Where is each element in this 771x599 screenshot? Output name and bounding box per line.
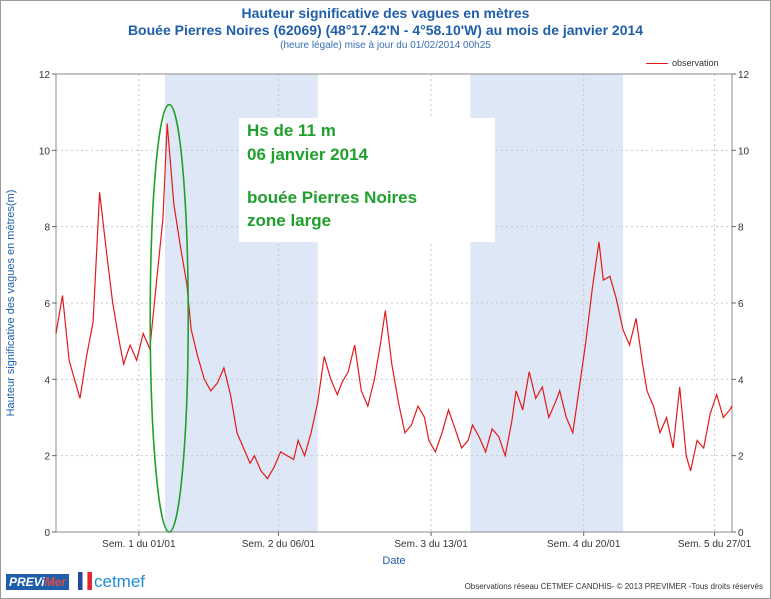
french-flag-icon bbox=[78, 572, 92, 590]
x-tick-label-4: Sem. 5 du 27/01 bbox=[678, 539, 752, 550]
y-tick-left-label-6: 12 bbox=[39, 70, 51, 81]
annotation-line-height: Hs de 11 m bbox=[247, 121, 336, 140]
y-tick-right-label-6: 12 bbox=[738, 70, 750, 81]
chart-subtitle-station: Bouée Pierres Noires (62069) (48°17.42'N… bbox=[127, 22, 644, 38]
cetmef-logo: cetmef bbox=[94, 572, 146, 591]
chart-update-time: (heure légale) mise à jour du 01/02/2014… bbox=[280, 40, 491, 51]
x-tick-label-1: Sem. 2 du 06/01 bbox=[242, 539, 316, 550]
y-tick-right-label-0: 0 bbox=[738, 528, 744, 539]
copyright-text: Observations réseau CETMEF CANDHIS- © 20… bbox=[464, 582, 763, 591]
x-axis-label: Date bbox=[382, 555, 405, 567]
logo-mer-text: Mer bbox=[44, 575, 66, 589]
y-tick-right-label-5: 10 bbox=[738, 146, 750, 157]
previmer-logo: PREViMer bbox=[6, 574, 69, 590]
legend: observation bbox=[646, 58, 719, 68]
y-ticks-right: 0 2 4 6 8 10 12 bbox=[732, 70, 750, 539]
y-axis-label: Hauteur significative des vagues en mètr… bbox=[5, 190, 17, 417]
x-tick-label-0: Sem. 1 du 01/01 bbox=[102, 539, 176, 550]
chart-title: Hauteur significative des vagues en mètr… bbox=[241, 5, 530, 21]
y-tick-right-label-4: 8 bbox=[738, 223, 744, 234]
y-tick-left-label-5: 10 bbox=[39, 146, 51, 157]
y-tick-left-label-3: 6 bbox=[44, 299, 50, 310]
x-ticks: Sem. 1 du 01/01 Sem. 2 du 06/01 Sem. 3 du … bbox=[102, 532, 752, 550]
series-line-observation bbox=[55, 123, 733, 480]
y-ticks-left: 0 2 4 6 8 10 12 bbox=[39, 70, 56, 539]
y-tick-right-label-3: 6 bbox=[738, 299, 744, 310]
y-tick-left-label-1: 2 bbox=[44, 452, 50, 463]
legend-swatch-observation bbox=[646, 63, 668, 65]
annotation-line-buoy: bouée Pierres Noires bbox=[247, 188, 418, 207]
y-tick-left-label-0: 0 bbox=[44, 528, 50, 539]
legend-label-observation: observation bbox=[672, 58, 719, 68]
x-tick-label-3: Sem. 4 du 20/01 bbox=[547, 539, 621, 550]
annotation-box bbox=[239, 118, 495, 242]
y-tick-right-label-1: 2 bbox=[738, 452, 744, 463]
annotation-line-date: 06 janvier 2014 bbox=[247, 145, 368, 164]
y-tick-right-label-2: 4 bbox=[738, 375, 744, 386]
x-tick-label-2: Sem. 3 du 13/01 bbox=[394, 539, 468, 550]
annotation-line-zone: zone large bbox=[247, 211, 332, 230]
logo-previ-text: PREVi bbox=[9, 575, 45, 589]
y-tick-left-label-2: 4 bbox=[44, 375, 50, 386]
y-tick-left-label-4: 8 bbox=[44, 223, 50, 234]
highlight-ellipse bbox=[149, 103, 190, 533]
